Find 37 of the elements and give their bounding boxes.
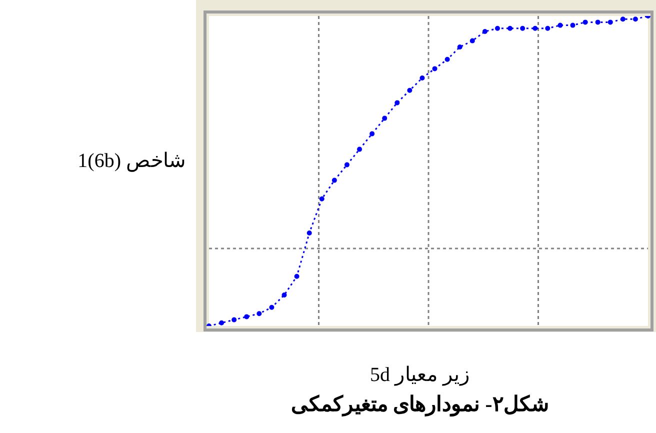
point — [407, 88, 412, 93]
point — [457, 44, 462, 50]
point — [394, 100, 400, 106]
point — [344, 162, 350, 168]
point — [282, 292, 287, 298]
point — [306, 230, 312, 236]
point — [370, 131, 375, 136]
point — [595, 20, 600, 25]
point — [470, 38, 475, 44]
point — [219, 320, 224, 326]
point — [432, 66, 438, 72]
point — [357, 146, 362, 152]
point — [294, 274, 300, 279]
point — [570, 22, 576, 28]
point — [532, 26, 538, 31]
point — [582, 20, 588, 25]
point — [232, 317, 237, 322]
point — [444, 56, 450, 62]
point — [545, 26, 550, 31]
point — [244, 314, 250, 320]
point — [608, 20, 613, 25]
point — [332, 178, 337, 183]
point — [269, 304, 274, 310]
point — [632, 16, 638, 22]
point — [482, 29, 488, 34]
point — [319, 196, 324, 202]
point — [256, 311, 262, 316]
point — [508, 26, 513, 31]
point — [420, 76, 425, 80]
point — [382, 116, 388, 121]
y-axis-title: 1(6b) شاخص — [76, 149, 186, 173]
text: شکل۲- نمودارهای متغیرکمکی — [290, 392, 550, 417]
point — [520, 26, 526, 31]
point — [558, 22, 563, 28]
point — [620, 16, 626, 22]
x-axis-title: زیر معیار 5d — [369, 363, 471, 387]
point — [494, 26, 500, 31]
